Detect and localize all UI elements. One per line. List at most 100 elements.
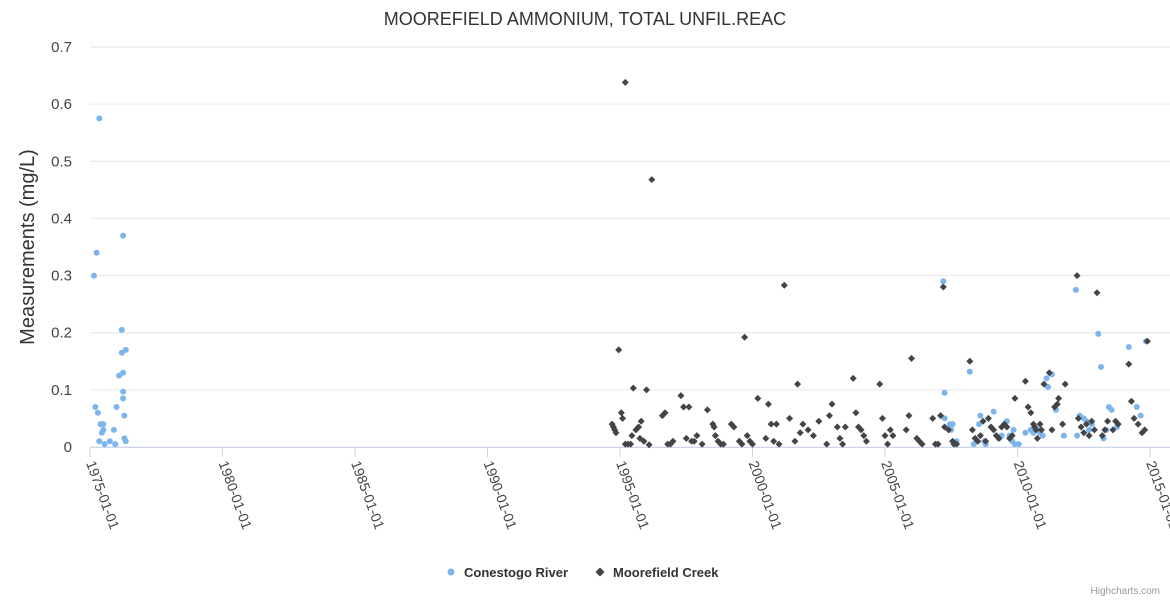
data-point-circle[interactable] bbox=[100, 421, 107, 428]
data-point-circle[interactable] bbox=[1125, 344, 1132, 350]
data-point-diamond[interactable] bbox=[953, 440, 961, 448]
data-point-diamond[interactable] bbox=[627, 440, 635, 448]
data-point-diamond[interactable] bbox=[690, 437, 698, 445]
data-point-circle[interactable] bbox=[120, 388, 127, 395]
data-point-diamond[interactable] bbox=[754, 394, 762, 402]
data-point-diamond[interactable] bbox=[629, 384, 637, 392]
data-point-diamond[interactable] bbox=[1082, 420, 1090, 428]
data-point-diamond[interactable] bbox=[1003, 423, 1011, 431]
data-point-diamond[interactable] bbox=[1090, 426, 1098, 434]
data-point-diamond[interactable] bbox=[1077, 423, 1085, 431]
data-point-diamond[interactable] bbox=[833, 423, 841, 431]
data-point-diamond[interactable] bbox=[1024, 403, 1032, 411]
data-point-circle[interactable] bbox=[112, 441, 119, 448]
data-point-diamond[interactable] bbox=[1127, 397, 1135, 405]
data-point-diamond[interactable] bbox=[775, 440, 783, 448]
data-point-diamond[interactable] bbox=[1088, 417, 1096, 425]
data-point-diamond[interactable] bbox=[1011, 394, 1019, 402]
data-point-circle[interactable] bbox=[101, 441, 108, 448]
data-point-circle[interactable] bbox=[1074, 432, 1081, 439]
data-point-circle[interactable] bbox=[122, 346, 129, 353]
data-point-diamond[interactable] bbox=[711, 432, 719, 440]
data-point-circle[interactable] bbox=[990, 408, 997, 415]
data-point-diamond[interactable] bbox=[945, 426, 953, 434]
data-point-diamond[interactable] bbox=[799, 420, 807, 428]
data-point-circle[interactable] bbox=[122, 438, 129, 445]
data-point-circle[interactable] bbox=[1108, 406, 1115, 413]
data-point-diamond[interactable] bbox=[836, 434, 844, 442]
data-point-diamond[interactable] bbox=[825, 412, 833, 420]
legend-item-moorefield-creek[interactable]: Moorefield Creek bbox=[595, 565, 720, 580]
data-point-diamond[interactable] bbox=[1143, 337, 1151, 345]
data-point-diamond[interactable] bbox=[710, 423, 718, 431]
data-point-diamond[interactable] bbox=[719, 440, 727, 448]
data-point-diamond[interactable] bbox=[1061, 380, 1069, 388]
data-point-diamond[interactable] bbox=[1104, 417, 1112, 425]
data-point-diamond[interactable] bbox=[1053, 400, 1061, 408]
data-point-diamond[interactable] bbox=[1080, 429, 1088, 437]
data-point-diamond[interactable] bbox=[1098, 432, 1106, 440]
data-point-diamond[interactable] bbox=[804, 426, 812, 434]
data-point-circle[interactable] bbox=[966, 368, 973, 375]
data-point-circle[interactable] bbox=[91, 272, 97, 279]
data-point-diamond[interactable] bbox=[677, 392, 685, 400]
data-point-diamond[interactable] bbox=[884, 440, 892, 448]
data-point-diamond[interactable] bbox=[1037, 426, 1045, 434]
data-point-diamond[interactable] bbox=[770, 437, 778, 445]
data-point-diamond[interactable] bbox=[619, 414, 627, 422]
data-point-diamond[interactable] bbox=[1032, 426, 1040, 434]
data-point-circle[interactable] bbox=[1015, 441, 1022, 448]
credits-link[interactable]: Highcharts.com bbox=[1091, 586, 1160, 597]
data-point-circle[interactable] bbox=[120, 232, 127, 239]
data-point-diamond[interactable] bbox=[648, 176, 656, 184]
data-point-diamond[interactable] bbox=[1134, 420, 1142, 428]
data-point-circle[interactable] bbox=[1010, 426, 1017, 433]
data-point-diamond[interactable] bbox=[878, 414, 886, 422]
data-point-diamond[interactable] bbox=[1048, 426, 1056, 434]
data-point-diamond[interactable] bbox=[881, 432, 889, 440]
data-point-diamond[interactable] bbox=[1055, 394, 1063, 402]
data-point-circle[interactable] bbox=[1039, 432, 1046, 439]
data-point-diamond[interactable] bbox=[1021, 377, 1029, 385]
data-point-circle[interactable] bbox=[977, 412, 984, 419]
data-point-diamond[interactable] bbox=[762, 434, 770, 442]
data-point-circle[interactable] bbox=[118, 326, 125, 333]
data-point-diamond[interactable] bbox=[823, 440, 831, 448]
data-point-diamond[interactable] bbox=[976, 432, 984, 440]
data-point-diamond[interactable] bbox=[1114, 420, 1122, 428]
data-point-diamond[interactable] bbox=[1130, 414, 1138, 422]
data-point-diamond[interactable] bbox=[862, 437, 870, 445]
data-point-circle[interactable] bbox=[121, 412, 128, 419]
data-point-circle[interactable] bbox=[93, 249, 100, 256]
data-point-diamond[interactable] bbox=[786, 414, 794, 422]
data-point-diamond[interactable] bbox=[1101, 426, 1109, 434]
data-point-diamond[interactable] bbox=[767, 420, 775, 428]
data-point-diamond[interactable] bbox=[902, 426, 910, 434]
data-point-diamond[interactable] bbox=[905, 412, 913, 420]
data-point-diamond[interactable] bbox=[645, 441, 653, 449]
data-point-diamond[interactable] bbox=[860, 432, 868, 440]
data-point-diamond[interactable] bbox=[1109, 426, 1117, 434]
data-point-diamond[interactable] bbox=[780, 281, 788, 289]
data-point-diamond[interactable] bbox=[628, 432, 636, 440]
data-point-diamond[interactable] bbox=[698, 440, 706, 448]
data-point-diamond[interactable] bbox=[685, 403, 693, 411]
data-point-circle[interactable] bbox=[1133, 404, 1140, 410]
data-point-diamond[interactable] bbox=[886, 426, 894, 434]
data-point-diamond[interactable] bbox=[995, 434, 1003, 442]
data-point-diamond[interactable] bbox=[1073, 272, 1081, 280]
data-point-diamond[interactable] bbox=[661, 409, 669, 417]
data-point-diamond[interactable] bbox=[934, 440, 942, 448]
legend-item-conestogo-river[interactable]: Conestogo River bbox=[447, 565, 569, 580]
data-point-circle[interactable] bbox=[1022, 429, 1029, 436]
data-point-diamond[interactable] bbox=[635, 423, 643, 431]
data-point-circle[interactable] bbox=[1137, 412, 1144, 419]
data-point-diamond[interactable] bbox=[979, 417, 987, 425]
data-point-diamond[interactable] bbox=[841, 423, 849, 431]
data-point-circle[interactable] bbox=[96, 438, 103, 445]
data-point-diamond[interactable] bbox=[764, 400, 772, 408]
data-point-circle[interactable] bbox=[100, 426, 107, 433]
data-point-diamond[interactable] bbox=[849, 374, 857, 382]
data-point-circle[interactable] bbox=[1060, 432, 1067, 439]
data-point-circle[interactable] bbox=[1043, 375, 1050, 382]
